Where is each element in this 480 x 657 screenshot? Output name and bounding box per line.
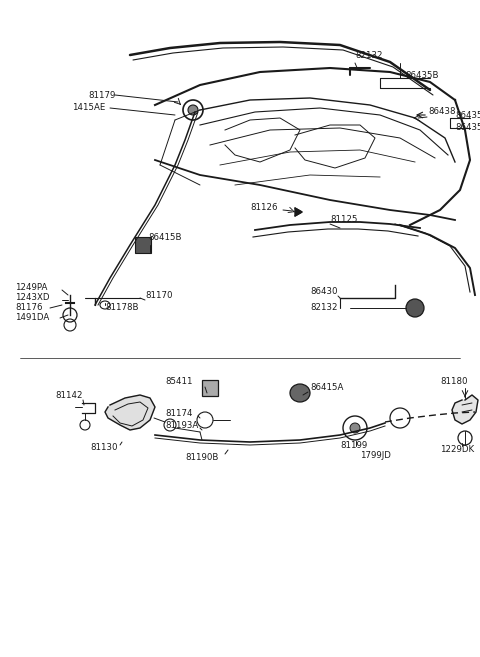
Text: 81130: 81130 — [90, 443, 118, 453]
Text: 86430: 86430 — [310, 288, 337, 296]
Text: 1243XD: 1243XD — [15, 294, 49, 302]
Polygon shape — [295, 208, 302, 216]
Text: 81142: 81142 — [55, 390, 83, 399]
Text: 81125: 81125 — [330, 215, 358, 225]
Text: 81170: 81170 — [145, 290, 172, 300]
Text: 81190B: 81190B — [185, 453, 218, 463]
Circle shape — [350, 423, 360, 433]
Polygon shape — [105, 395, 155, 430]
Text: 81193A: 81193A — [165, 420, 198, 430]
Text: 86435R: 86435R — [455, 124, 480, 133]
Ellipse shape — [290, 384, 310, 402]
Text: 85411: 85411 — [165, 378, 192, 386]
Text: 82132: 82132 — [355, 51, 383, 60]
FancyBboxPatch shape — [202, 380, 218, 396]
Text: 81179: 81179 — [88, 91, 115, 99]
Text: 86415B: 86415B — [148, 233, 181, 242]
Text: 81174: 81174 — [165, 409, 192, 417]
Text: 81126: 81126 — [250, 204, 277, 212]
Polygon shape — [452, 395, 478, 424]
Text: 81180: 81180 — [440, 378, 468, 386]
Text: 81176: 81176 — [15, 304, 43, 313]
Text: 86435B: 86435B — [405, 70, 439, 79]
Text: 82132: 82132 — [310, 304, 337, 313]
Text: 86435L: 86435L — [455, 112, 480, 120]
Circle shape — [406, 299, 424, 317]
Text: 86415A: 86415A — [310, 384, 343, 392]
Text: 1799JD: 1799JD — [360, 451, 391, 461]
Text: 1249PA: 1249PA — [15, 284, 48, 292]
Text: 1415AE: 1415AE — [72, 104, 106, 112]
Text: 1229DK: 1229DK — [440, 445, 474, 455]
Circle shape — [188, 105, 198, 115]
Text: 81178B: 81178B — [105, 304, 139, 313]
Text: 81199: 81199 — [340, 440, 367, 449]
Text: 1491DA: 1491DA — [15, 313, 49, 323]
Text: 86438: 86438 — [428, 108, 456, 116]
FancyBboxPatch shape — [135, 237, 151, 253]
